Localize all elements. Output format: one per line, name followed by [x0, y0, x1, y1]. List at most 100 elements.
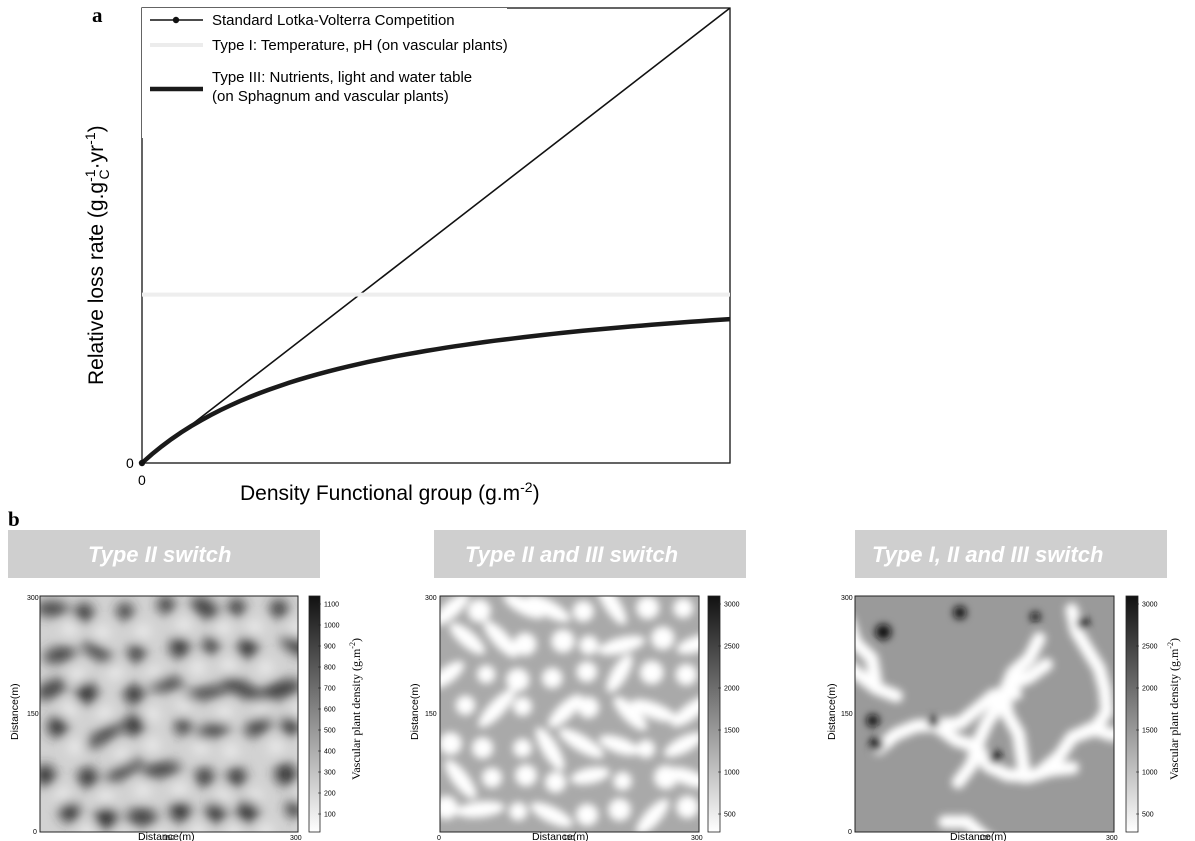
- map-type-ii-iii: Type II and III switch 300 150 0 150 300…: [409, 530, 746, 841]
- legend-marker-lv: [172, 16, 180, 24]
- x-tick: 300: [290, 835, 302, 841]
- x-axis-title: Distance(m): [138, 831, 195, 841]
- colorbar-tick-label: 3000: [724, 602, 740, 609]
- colorbar-tick-label: 300: [324, 770, 336, 777]
- colorbar-label-main: Vascular plant density (g.m: [1167, 648, 1181, 780]
- density-pattern: [440, 596, 699, 832]
- y-axis-title: Relative loss rate (g.g-1C·yr-1): [82, 125, 112, 385]
- map-frame: [39, 595, 299, 833]
- density-pattern: [40, 596, 298, 832]
- map-type-ii: Type II switch 300 150 0 150 300 Distanc…: [8, 530, 363, 841]
- density-pattern: [855, 603, 1114, 832]
- colorbar-tick-label: 400: [324, 749, 336, 756]
- colorbar-ticks: 1100 1000 900 800 700 600 500 400 300 200 100: [318, 602, 340, 819]
- colorbar-label: Vascular plant density (g.m-2): [1166, 638, 1181, 780]
- x-tick: 300: [1106, 835, 1118, 841]
- x-axis-title-sup: -2: [520, 479, 533, 495]
- colorbar-tick-label: 100: [324, 812, 336, 819]
- colorbar-tick-label: 2500: [1142, 644, 1158, 651]
- colorbar-tick-label: 800: [324, 665, 336, 672]
- map-title: Type II and III switch: [465, 542, 678, 567]
- legend: Standard Lotka-Volterra Competition Type…: [142, 8, 508, 138]
- y-tick: 0: [33, 829, 37, 836]
- map-title-banner: [8, 530, 320, 578]
- map-title-banner: [434, 530, 746, 578]
- colorbar-tick-label: 700: [324, 686, 336, 693]
- x-axis-title: Density Functional group (g.m-2): [240, 479, 540, 505]
- map-frame: [854, 595, 1115, 833]
- y-axis-title: Distance(m): [409, 683, 421, 740]
- x-tick: 150: [163, 835, 175, 841]
- y-tick: 150: [27, 711, 39, 718]
- colorbar-tick-label: 1000: [1142, 770, 1158, 777]
- colorbar-tick-label: 200: [324, 791, 336, 798]
- y-axis-title-sub: C: [96, 169, 112, 179]
- colorbar-label-end: ): [349, 638, 363, 642]
- map-title-banner: [855, 530, 1167, 578]
- colorbar-tick-label: 500: [1142, 812, 1154, 819]
- x-tick: 300: [691, 835, 703, 841]
- series-line-3: [140, 316, 731, 465]
- colorbar-tick-label: 2500: [724, 644, 740, 651]
- series-marker: [138, 459, 146, 467]
- colorbar-ticks: 3000 2500 2000 1500 1000 500: [718, 602, 740, 819]
- colorbar-label-main: Vascular plant density (g.m: [349, 648, 363, 780]
- map-type-i-ii-iii: Type I, II and III switch 300 150 0 150 …: [826, 530, 1181, 841]
- y-tick: 300: [27, 595, 39, 602]
- colorbar-tick-label: 1500: [724, 728, 740, 735]
- series-layer: [138, 7, 731, 467]
- y-tick: 150: [841, 711, 853, 718]
- y-tick: 0: [848, 829, 852, 836]
- colorbar-tick-label: 1000: [724, 770, 740, 777]
- y-tick: 300: [425, 595, 437, 602]
- map-frame: [439, 595, 700, 833]
- colorbar-tick-label: 900: [324, 644, 336, 651]
- panel-b-letter: b: [8, 507, 20, 531]
- map-title: Type I, II and III switch: [872, 542, 1103, 567]
- map-title: Type II switch: [88, 542, 231, 567]
- legend-label-type3-line2: (on Sphagnum and vascular plants): [212, 88, 449, 105]
- series-line-1: [141, 7, 731, 464]
- x-axis-title: Distance(m): [532, 831, 589, 841]
- panel-a-letter: a: [92, 3, 103, 27]
- legend-label-type1: Type I: Temperature, pH (on vascular pla…: [212, 37, 508, 54]
- colorbar-label: Vascular plant density (g.m-2): [348, 638, 363, 780]
- y-axis-title: Distance(m): [826, 683, 838, 740]
- colorbar: [308, 595, 321, 833]
- colorbar-label-end: ): [1167, 638, 1181, 642]
- y-axis-title-unit: ·yr: [85, 145, 108, 170]
- colorbar: [707, 595, 721, 833]
- y-tick-label: 0: [126, 455, 134, 471]
- y-tick: 300: [841, 595, 853, 602]
- x-axis-title: Distance(m): [950, 831, 1007, 841]
- colorbar-tick-label: 2000: [724, 686, 740, 693]
- colorbar-tick-label: 500: [324, 728, 336, 735]
- colorbar: [1125, 595, 1139, 833]
- legend-label-lv: Standard Lotka-Volterra Competition: [212, 12, 455, 29]
- colorbar-ticks: 3000 2500 2000 1500 1000 500: [1136, 602, 1158, 819]
- colorbar-tick-label: 600: [324, 707, 336, 714]
- colorbar-tick-label: 1000: [324, 623, 340, 630]
- x-tick: 0: [437, 835, 441, 841]
- colorbar-label-sup: -2: [1166, 642, 1175, 649]
- colorbar-tick-label: 2000: [1142, 686, 1158, 693]
- x-tick: 150: [979, 835, 991, 841]
- x-tick: 150: [563, 835, 575, 841]
- y-axis-title-sup: -1: [82, 169, 98, 182]
- panel-a-chart: 0 0 Density Functional group (g.m-2) Rel…: [82, 7, 731, 505]
- y-axis-title-sup2: -1: [82, 132, 98, 145]
- legend-label-type3: Type III: Nutrients, light and water tab…: [212, 69, 472, 86]
- y-tick: 150: [425, 711, 437, 718]
- x-axis-title-main: Density Functional group (g.m: [240, 482, 520, 505]
- y-axis-title: Distance(m): [9, 683, 21, 740]
- legend-box: [142, 8, 507, 138]
- colorbar-tick-label: 500: [724, 812, 736, 819]
- colorbar-label-sup: -2: [348, 642, 357, 649]
- colorbar-tick-label: 1100: [324, 602, 339, 609]
- y-axis-title-end: ): [85, 125, 108, 132]
- colorbar-tick-label: 3000: [1142, 602, 1158, 609]
- x-axis-title-end: ): [533, 482, 540, 505]
- y-axis-title-main: Relative loss rate (g.g: [85, 182, 108, 385]
- colorbar-tick-label: 1500: [1142, 728, 1158, 735]
